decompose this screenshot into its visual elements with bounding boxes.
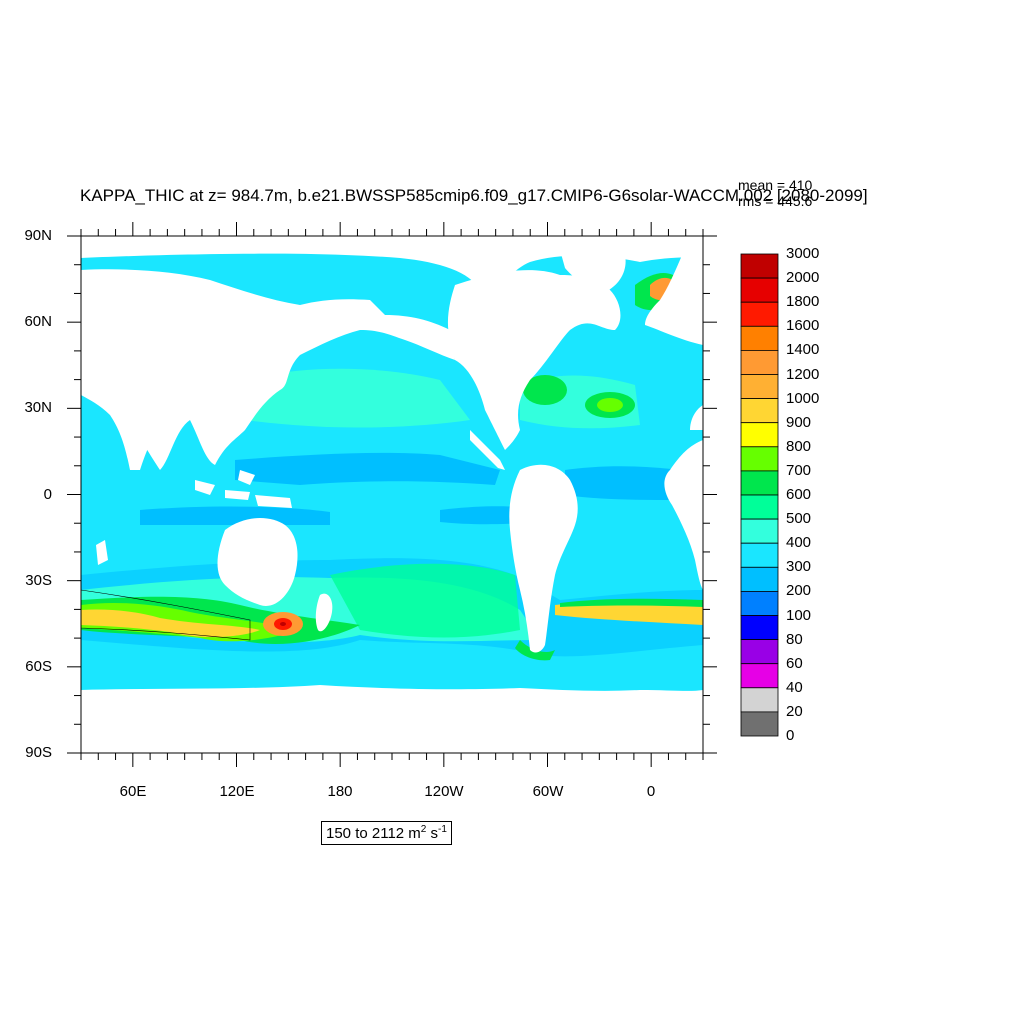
- colorbar-swatch: [740, 542, 779, 568]
- range-label: 150 to 2112 m2 s-1: [321, 821, 452, 845]
- x-label-60e: 60E: [119, 783, 147, 800]
- colorbar-swatch: [740, 470, 779, 496]
- colorbar-label: 800: [786, 437, 812, 455]
- colorbar-swatch: [740, 615, 779, 641]
- colorbar-label: 1600: [786, 317, 820, 335]
- colorbar-swatch: [740, 566, 779, 592]
- stats-box: mean = 410 rms = 445.6: [738, 177, 812, 209]
- x-label-180: 180: [327, 783, 353, 800]
- colorbar-label: 1200: [786, 365, 820, 383]
- colorbar-swatch: [740, 446, 779, 472]
- stat-mean: mean = 410: [738, 177, 813, 193]
- colorbar-label: 400: [786, 534, 812, 552]
- x-label-60w: 60W: [532, 783, 564, 800]
- x-label-120e: 120E: [219, 783, 255, 800]
- x-label-0: 0: [646, 783, 656, 800]
- colorbar-label: 300: [786, 558, 812, 576]
- colorbar-swatch: [740, 687, 779, 713]
- colorbar-swatch: [740, 711, 779, 737]
- colorbar-label: 1400: [786, 341, 820, 359]
- range-sup1: 2: [420, 824, 427, 835]
- colorbar-label: 600: [786, 486, 812, 503]
- colorbar-label: 40: [786, 678, 803, 696]
- colorbar-swatch: [740, 277, 779, 303]
- colorbar-label: 3000: [786, 245, 820, 262]
- range-sup2: -1: [438, 824, 447, 835]
- colorbar-swatch: [740, 494, 779, 520]
- y-label-30n: 30N: [24, 399, 52, 416]
- y-label-60s: 60S: [25, 658, 52, 675]
- colorbar-swatch: [740, 663, 779, 689]
- x-label-120w: 120W: [424, 783, 464, 800]
- colorbar-swatch: [740, 518, 779, 544]
- range-unit2: s: [426, 825, 439, 842]
- colorbar-label: 2000: [786, 269, 820, 287]
- colorbar-swatch: [740, 591, 779, 616]
- colorbar-label: 700: [786, 461, 812, 479]
- colorbar-swatch: [740, 374, 779, 400]
- colorbar-label: 500: [786, 510, 812, 528]
- y-label-90n: 90N: [24, 227, 52, 244]
- stat-rms: rms = 445.6: [738, 193, 813, 209]
- colorbar-swatch: [740, 398, 779, 424]
- y-label-30s: 30S: [25, 572, 52, 589]
- colorbar-label: 100: [786, 606, 812, 624]
- colorbar: [740, 253, 779, 737]
- colorbar-swatch: [740, 301, 779, 327]
- colorbar-label: 1000: [786, 389, 820, 407]
- colorbar-label: 20: [786, 702, 803, 720]
- colorbar-label: 1800: [786, 293, 820, 311]
- colorbar-swatch: [740, 349, 779, 375]
- colorbar-label: 900: [786, 413, 812, 431]
- colorbar-label: 0: [786, 727, 795, 744]
- axis-ticks: [67, 222, 717, 767]
- colorbar-swatch: [740, 639, 779, 665]
- range-text: 150 to 2112 m: [326, 825, 421, 842]
- colorbar-swatch: [740, 325, 779, 351]
- plot-title: KAPPA_THIC at z= 984.7m, b.e21.BWSSP585c…: [80, 186, 868, 205]
- y-label-60n: 60N: [24, 313, 52, 330]
- colorbar-label: 80: [786, 630, 803, 648]
- y-label-90s: 90S: [25, 744, 52, 761]
- y-label-0: 0: [43, 486, 52, 503]
- colorbar-swatch: [740, 253, 779, 279]
- colorbar-label: 60: [786, 654, 803, 672]
- colorbar-label: 200: [786, 582, 812, 600]
- map-field: [81, 236, 703, 753]
- colorbar-swatch: [740, 422, 779, 448]
